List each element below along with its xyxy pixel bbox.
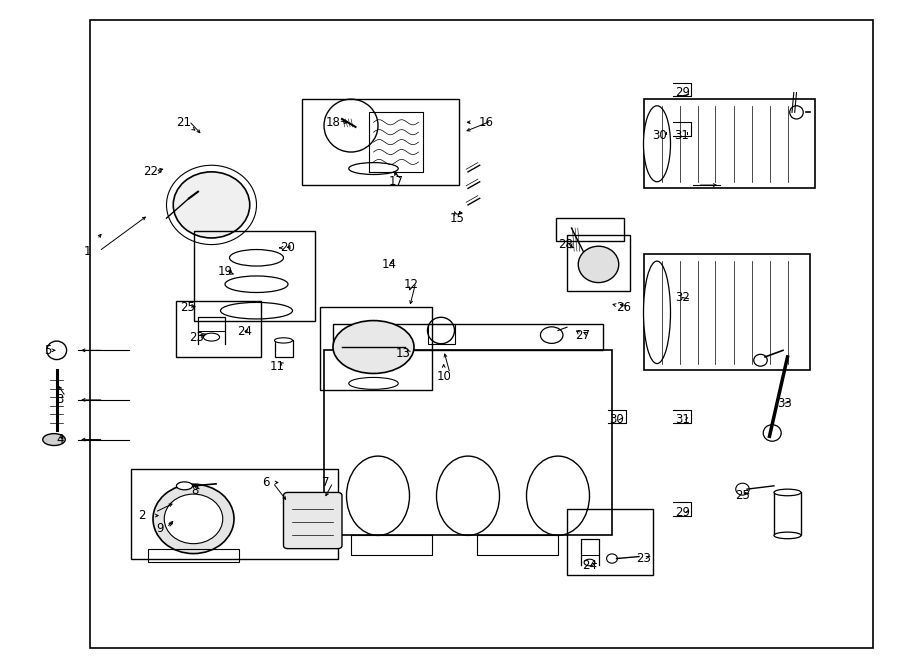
Bar (477, 535, 558, 555)
Bar (774, 492, 801, 535)
Text: 22: 22 (143, 165, 157, 178)
Text: 15: 15 (450, 212, 464, 225)
Text: 19: 19 (218, 264, 232, 278)
Ellipse shape (173, 172, 250, 238)
Ellipse shape (333, 321, 414, 373)
Text: 23: 23 (636, 552, 651, 565)
Text: 6: 6 (262, 476, 269, 489)
Text: 17: 17 (389, 175, 403, 188)
Ellipse shape (274, 338, 292, 343)
Text: 31: 31 (674, 129, 688, 142)
Ellipse shape (754, 354, 767, 366)
Text: 5: 5 (44, 344, 51, 357)
Text: 24: 24 (238, 325, 252, 338)
Text: 29: 29 (675, 86, 689, 99)
Text: 10: 10 (436, 370, 451, 383)
Text: 1: 1 (84, 245, 91, 258)
Text: 21: 21 (176, 116, 191, 129)
Text: 7: 7 (322, 476, 329, 489)
Bar (428, 324, 454, 344)
Ellipse shape (607, 554, 617, 563)
Text: 27: 27 (575, 329, 590, 342)
Ellipse shape (153, 484, 234, 554)
Text: 16: 16 (479, 116, 493, 129)
Text: 3: 3 (57, 393, 64, 407)
Text: 14: 14 (382, 258, 396, 271)
Bar (324, 350, 612, 535)
Text: 11: 11 (270, 360, 284, 373)
Bar (567, 509, 652, 575)
Ellipse shape (790, 106, 803, 119)
Ellipse shape (644, 261, 670, 364)
Bar (556, 218, 624, 241)
Bar (90, 20, 873, 648)
Bar (333, 324, 603, 350)
Ellipse shape (578, 247, 619, 283)
FancyBboxPatch shape (284, 492, 342, 549)
Bar (274, 340, 292, 357)
Bar (644, 99, 814, 188)
Text: 32: 32 (675, 291, 689, 304)
Text: 2: 2 (139, 509, 146, 522)
Text: 18: 18 (326, 116, 340, 129)
Text: 23: 23 (189, 330, 203, 344)
Ellipse shape (763, 425, 781, 442)
Text: 30: 30 (609, 413, 624, 426)
Ellipse shape (644, 106, 670, 182)
Text: 8: 8 (192, 484, 199, 497)
Ellipse shape (176, 482, 193, 490)
Text: 20: 20 (281, 241, 295, 254)
Text: 9: 9 (157, 522, 164, 535)
Bar (567, 235, 630, 291)
Ellipse shape (43, 434, 65, 446)
Bar (302, 99, 459, 185)
Ellipse shape (774, 532, 801, 539)
Ellipse shape (164, 494, 223, 543)
Bar (194, 231, 315, 321)
Bar (176, 301, 261, 357)
Ellipse shape (774, 489, 801, 496)
Text: 24: 24 (582, 559, 597, 572)
Bar (351, 535, 432, 555)
Text: 30: 30 (652, 129, 667, 142)
Text: 26: 26 (616, 301, 631, 314)
Text: 25: 25 (735, 489, 750, 502)
Bar (644, 254, 810, 370)
Text: 13: 13 (396, 347, 410, 360)
Text: 31: 31 (675, 413, 689, 426)
Bar (148, 549, 238, 562)
Text: 29: 29 (675, 506, 689, 519)
Bar (130, 469, 338, 559)
Ellipse shape (540, 327, 563, 344)
Text: 33: 33 (778, 397, 792, 410)
Bar (320, 307, 432, 390)
Text: 4: 4 (57, 433, 64, 446)
Ellipse shape (736, 483, 749, 495)
Text: 25: 25 (180, 301, 194, 314)
Text: 28: 28 (558, 238, 572, 251)
Text: 12: 12 (404, 278, 419, 291)
